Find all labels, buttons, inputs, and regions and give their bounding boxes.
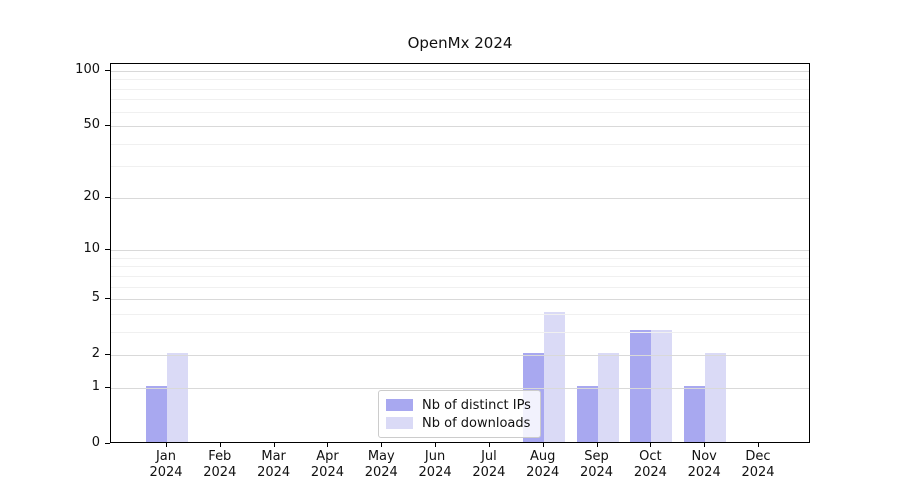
y-axis-tick: [105, 386, 110, 388]
y-axis-tick: [105, 125, 110, 127]
bar-downloads-sep: [597, 353, 619, 442]
major-gridline: [111, 126, 809, 128]
x-tick-label: Mar 2024: [257, 449, 291, 480]
x-axis-tick: [435, 443, 437, 447]
x-tick-label: Jun 2024: [418, 449, 452, 480]
y-axis-tick: [105, 354, 110, 356]
y-tick-label: 10: [83, 241, 100, 257]
x-tick-label: Sep 2024: [579, 449, 614, 480]
bar-distinct-ips-jan: [146, 385, 167, 442]
y-tick-label: 20: [83, 188, 100, 204]
minor-gridline: [111, 143, 809, 145]
x-axis-tick: [650, 443, 652, 447]
plot-area: [110, 63, 810, 443]
minor-gridline: [111, 99, 809, 101]
minor-gridline: [111, 266, 809, 268]
major-gridline: [111, 387, 809, 389]
x-axis-tick: [488, 443, 490, 447]
minor-gridline: [111, 166, 809, 168]
x-axis-tick: [596, 443, 598, 447]
x-tick-label: Jul 2024: [472, 449, 506, 480]
bar-downloads-jan: [167, 353, 188, 442]
bar-downloads-oct: [651, 329, 673, 442]
y-axis-tick: [105, 298, 110, 300]
y-axis-tick: [105, 443, 110, 444]
y-axis-tick: [105, 70, 110, 71]
legend-swatch-downloads: [386, 417, 413, 429]
legend-swatch-distinct-ips: [386, 399, 413, 411]
legend-label-distinct-ips: Nb of distinct IPs: [422, 397, 531, 413]
x-tick-label: Nov 2024: [687, 449, 721, 480]
bar-distinct-ips-sep: [576, 385, 598, 442]
y-tick-label: 0: [91, 435, 100, 450]
major-gridline: [111, 71, 809, 72]
x-axis-tick: [166, 443, 167, 447]
minor-gridline: [111, 79, 809, 81]
bar-downloads-nov: [705, 353, 727, 442]
y-tick-label: 1: [91, 378, 100, 394]
x-tick-label: Dec 2024: [741, 449, 775, 480]
major-gridline: [111, 250, 809, 252]
y-tick-label: 100: [75, 62, 100, 77]
bar-downloads-aug: [543, 311, 565, 442]
x-tick-label: Oct 2024: [633, 449, 667, 480]
major-gridline: [111, 355, 809, 357]
x-tick-label: May 2024: [364, 449, 398, 480]
minor-gridline: [111, 257, 809, 259]
minor-gridline: [111, 331, 809, 333]
x-axis-tick: [704, 443, 706, 447]
x-tick-label: Aug 2024: [526, 449, 560, 480]
x-axis-tick: [273, 443, 275, 447]
y-axis-tick: [105, 249, 110, 251]
y-axis-tick: [105, 196, 110, 198]
x-axis-tick: [381, 443, 383, 447]
legend-label-downloads: Nb of downloads: [422, 415, 531, 431]
minor-gridline: [111, 111, 809, 113]
bar-distinct-ips-oct: [630, 329, 652, 442]
minor-gridline: [111, 275, 809, 277]
minor-gridline: [111, 88, 809, 90]
legend-item-downloads: Nb of downloads: [386, 414, 531, 432]
legend: Nb of distinct IPs Nb of downloads: [378, 390, 541, 438]
major-gridline: [111, 197, 809, 199]
x-tick-label: Jan 2024: [149, 449, 183, 480]
x-tick-label: Feb 2024: [203, 449, 237, 480]
x-axis-tick: [219, 443, 221, 447]
x-axis-tick: [542, 443, 544, 447]
minor-gridline: [111, 313, 809, 315]
minor-gridline: [111, 286, 809, 288]
x-axis-tick: [758, 443, 759, 447]
x-axis-tick: [327, 443, 329, 447]
major-gridline: [111, 299, 809, 301]
legend-item-distinct-ips: Nb of distinct IPs: [386, 396, 531, 414]
y-tick-label: 50: [83, 117, 100, 133]
y-tick-label: 5: [91, 290, 100, 306]
bar-distinct-ips-nov: [684, 385, 706, 442]
chart-title: OpenMx 2024: [407, 34, 513, 52]
y-tick-label: 2: [91, 346, 100, 362]
x-tick-label: Apr 2024: [310, 449, 344, 480]
